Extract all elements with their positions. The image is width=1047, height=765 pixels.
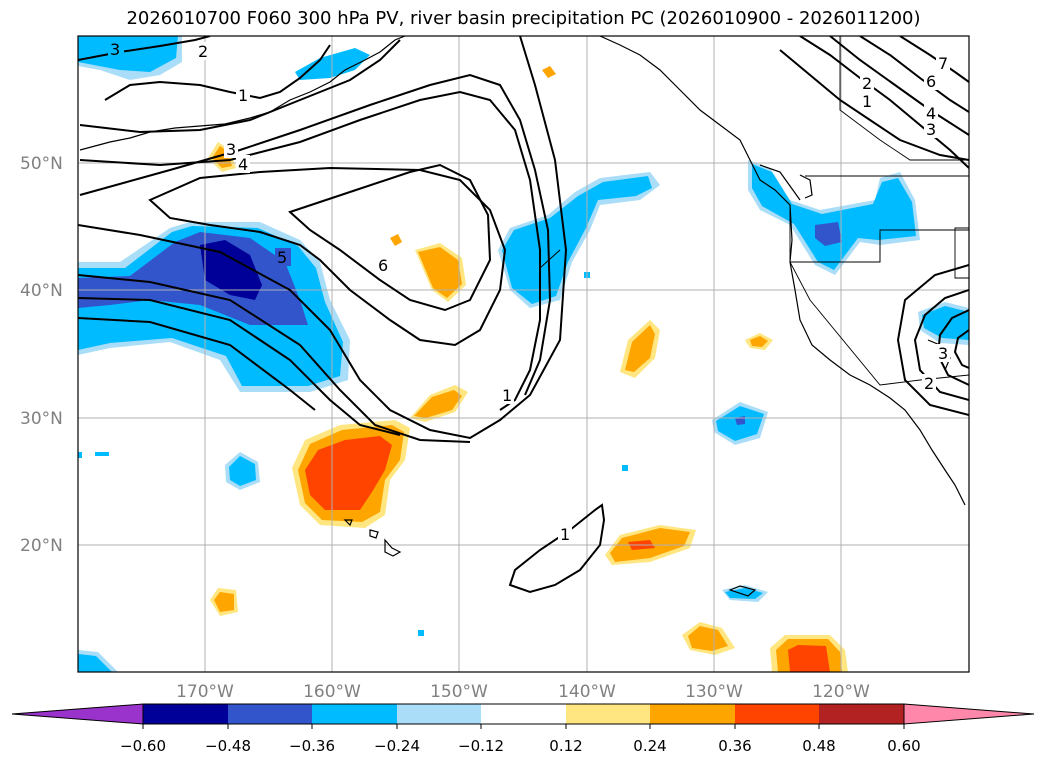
lon-label: 150°W bbox=[430, 682, 488, 702]
graticule bbox=[78, 36, 969, 672]
lat-label: 30°N bbox=[20, 409, 63, 429]
colorbar-bin bbox=[312, 704, 397, 724]
colorbar-tick-label: −0.12 bbox=[458, 737, 504, 755]
pv-label: 3 bbox=[110, 40, 120, 59]
pv-label: 3 bbox=[926, 120, 936, 139]
latitude-labels: 50°N 40°N 30°N 20°N bbox=[20, 154, 63, 556]
pv-label: 4 bbox=[926, 104, 936, 123]
colorbar-tick-label: 0.48 bbox=[802, 737, 835, 755]
colorbar-bin bbox=[481, 704, 566, 724]
pv-label: 1 bbox=[560, 525, 570, 544]
colorbar-tick-label: 0.12 bbox=[549, 737, 582, 755]
pv-label: 3 bbox=[938, 344, 948, 363]
positive-pc-region-hawaii bbox=[292, 420, 410, 528]
lat-label: 20°N bbox=[20, 536, 63, 556]
lon-label: 140°W bbox=[558, 682, 616, 702]
pv-label: 1 bbox=[502, 386, 512, 405]
map-border bbox=[77, 35, 970, 673]
pv-label: 1 bbox=[238, 86, 248, 105]
colorbar-tick-label: 0.36 bbox=[718, 737, 751, 755]
lon-label: 170°W bbox=[176, 682, 234, 702]
lon-label: 160°W bbox=[303, 682, 361, 702]
political-borders bbox=[789, 36, 969, 386]
pv-contour-thin bbox=[539, 249, 561, 269]
colorbar-tick-label: 0.60 bbox=[887, 737, 920, 755]
lon-label: 120°W bbox=[812, 682, 870, 702]
negative-pc-region-pacific-northwest bbox=[748, 160, 920, 275]
colorbar-bin bbox=[397, 704, 481, 724]
colorbar-extend-low bbox=[11, 703, 144, 725]
colorbar-extend-high bbox=[903, 703, 1035, 725]
colorbar: −0.60 −0.48 −0.36 −0.24 −0.12 0.12 0.24 … bbox=[11, 703, 1035, 755]
map-title: 2026010700 F060 300 hPa PV, river basin … bbox=[126, 8, 921, 29]
pv-contour-labels: 3 2 1 3 4 5 6 1 1 7 6 2 1 4 3 3 2 bbox=[108, 40, 950, 544]
pv-label: 4 bbox=[238, 155, 248, 174]
colorbar-tick-label: −0.24 bbox=[374, 737, 420, 755]
colorbar-bin bbox=[228, 704, 312, 724]
pv-label: 7 bbox=[938, 54, 948, 73]
pv-label: 6 bbox=[926, 72, 936, 91]
colorbar-tick-label: −0.36 bbox=[289, 737, 335, 755]
colorbar-bin bbox=[143, 704, 228, 724]
pv-label: 6 bbox=[378, 256, 388, 275]
lat-label: 50°N bbox=[20, 154, 63, 174]
lat-label: 40°N bbox=[20, 281, 63, 301]
pv-label: 3 bbox=[226, 140, 236, 159]
colorbar-bin bbox=[735, 704, 819, 724]
pv-label: 2 bbox=[924, 374, 934, 393]
pv-label: 2 bbox=[198, 42, 208, 61]
colorbar-bin bbox=[566, 704, 650, 724]
lon-label: 130°W bbox=[685, 682, 743, 702]
longitude-labels: 170°W 160°W 150°W 140°W 130°W 120°W bbox=[176, 682, 870, 702]
pv-label: 2 bbox=[862, 74, 872, 93]
colorbar-bin bbox=[819, 704, 904, 724]
colorbar-bin bbox=[650, 704, 735, 724]
colorbar-tick-label: −0.60 bbox=[120, 737, 166, 755]
colorbar-tick-label: 0.24 bbox=[633, 737, 666, 755]
pv-label: 5 bbox=[277, 248, 287, 267]
pv-label: 1 bbox=[862, 92, 872, 111]
colorbar-tick-label: −0.48 bbox=[205, 737, 251, 755]
